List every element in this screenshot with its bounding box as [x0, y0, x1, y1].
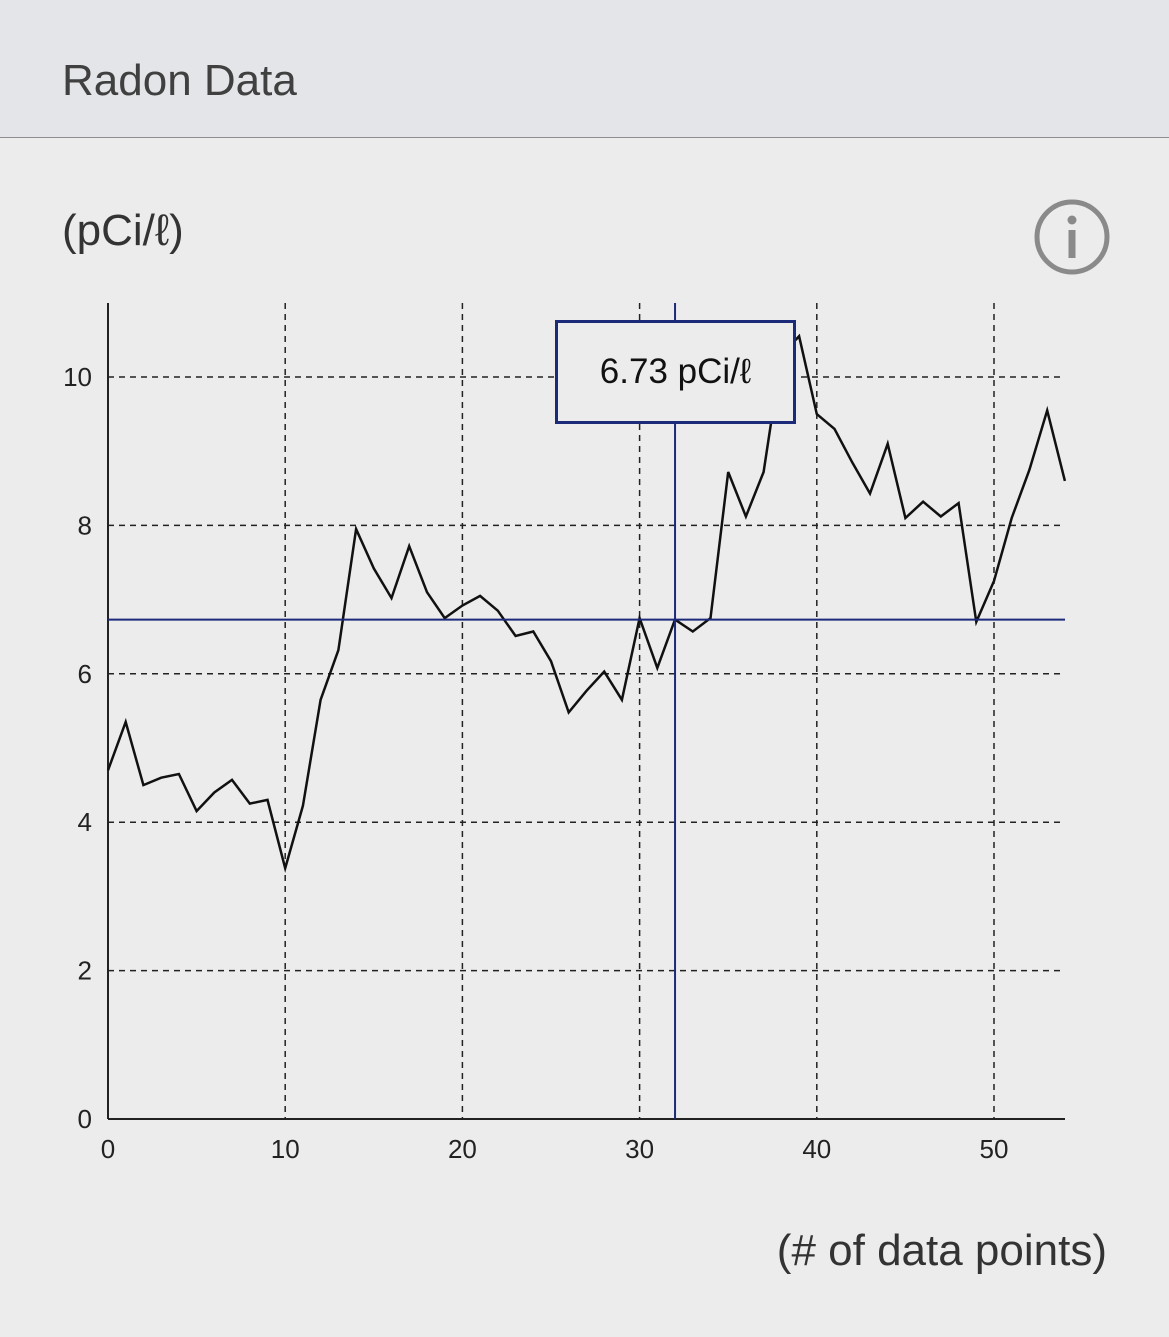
- x-axis-label: (# of data points): [776, 1226, 1107, 1275]
- info-button[interactable]: [1034, 199, 1110, 275]
- page-title: Radon Data: [62, 56, 297, 105]
- y-tick-label: 4: [78, 807, 92, 837]
- y-tick-label: 2: [78, 956, 92, 986]
- y-tick-label: 0: [78, 1104, 92, 1134]
- x-tick-label: 10: [271, 1134, 300, 1164]
- x-tick-label: 0: [101, 1134, 115, 1164]
- selected-value-tooltip: 6.73 pCi/ℓ: [555, 320, 796, 424]
- info-icon: [1034, 199, 1110, 275]
- x-tick-label: 20: [448, 1134, 477, 1164]
- data-series-line: [106, 333, 1067, 873]
- y-axis-label: (pCi/ℓ): [62, 206, 184, 255]
- y-tick-label: 10: [63, 362, 92, 392]
- y-tick-label: 8: [78, 510, 92, 540]
- y-tick-label: 6: [78, 659, 92, 689]
- x-tick-label: 30: [625, 1134, 654, 1164]
- x-tick-label: 40: [802, 1134, 831, 1164]
- x-tick-label: 50: [980, 1134, 1009, 1164]
- navigation-bar: Radon Data: [0, 0, 1169, 138]
